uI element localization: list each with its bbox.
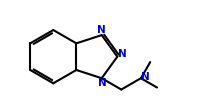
Text: N: N <box>118 50 127 59</box>
Text: N: N <box>98 78 107 88</box>
Text: N: N <box>141 72 150 82</box>
Text: N: N <box>97 25 106 35</box>
